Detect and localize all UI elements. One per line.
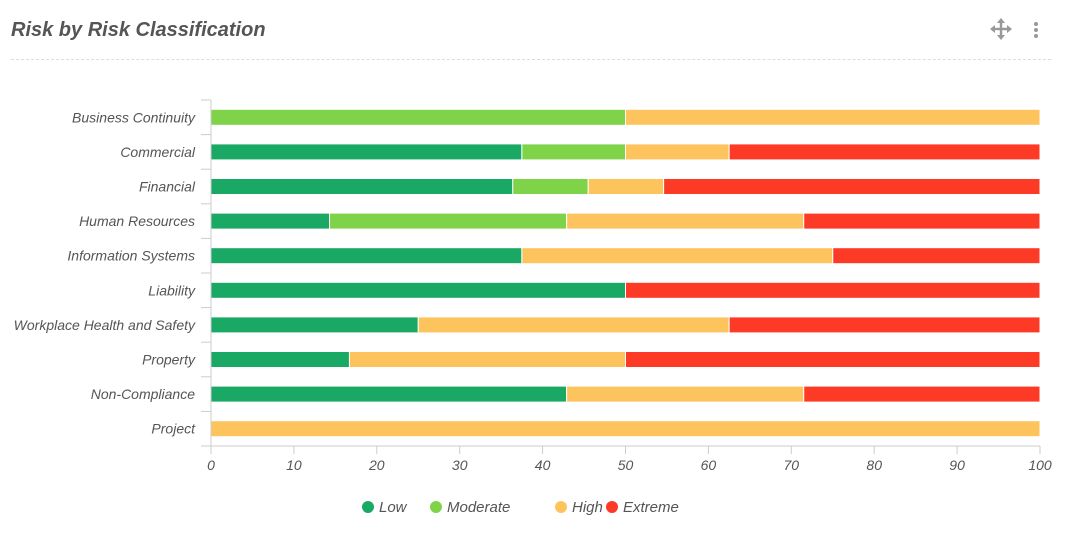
bar-segment-extreme[interactable] bbox=[625, 281, 1041, 299]
bar-segment-low[interactable] bbox=[210, 247, 523, 265]
x-tick-label: 50 bbox=[618, 457, 634, 473]
legend-item-extreme[interactable]: Extreme bbox=[623, 499, 679, 516]
bar-segment-moderate[interactable] bbox=[512, 178, 589, 195]
bar-segment-extreme[interactable] bbox=[625, 351, 1041, 368]
bar-segment-high[interactable] bbox=[521, 247, 834, 265]
bar-segment-low[interactable] bbox=[210, 316, 419, 334]
more-vertical-icon[interactable] bbox=[1026, 20, 1046, 40]
bar-segment-moderate[interactable] bbox=[329, 212, 568, 230]
x-tick-label: 60 bbox=[701, 457, 717, 473]
legend-item-high[interactable]: High bbox=[572, 499, 603, 516]
category-label: Workplace Health and Safety bbox=[14, 317, 196, 333]
bar-segment-high[interactable] bbox=[566, 385, 805, 403]
move-arrows-icon[interactable] bbox=[990, 18, 1012, 40]
x-tick-label: 70 bbox=[784, 457, 800, 473]
category-label: Human Resources bbox=[79, 213, 195, 229]
x-tick-label: 10 bbox=[286, 457, 302, 473]
category-label: Business Continuity bbox=[72, 109, 196, 125]
x-tick-label: 30 bbox=[452, 457, 468, 473]
bar-segment-high[interactable] bbox=[348, 351, 626, 368]
bar-segment-low[interactable] bbox=[210, 351, 350, 368]
legend-marker-low bbox=[362, 501, 374, 513]
category-label: Liability bbox=[148, 282, 196, 298]
x-tick-label: 100 bbox=[1028, 457, 1052, 473]
x-tick-label: 20 bbox=[368, 457, 385, 473]
legend-marker-moderate bbox=[430, 501, 442, 513]
x-tick-label: 80 bbox=[866, 457, 882, 473]
bar-segment-low[interactable] bbox=[210, 281, 626, 299]
bar-segment-high[interactable] bbox=[417, 316, 730, 334]
x-tick-label: 40 bbox=[535, 457, 551, 473]
bar-segment-moderate[interactable] bbox=[521, 143, 626, 161]
category-label: Project bbox=[151, 421, 196, 437]
bar-segment-extreme[interactable] bbox=[803, 212, 1041, 230]
bar-segment-low[interactable] bbox=[210, 212, 331, 230]
bar-segment-low[interactable] bbox=[210, 385, 568, 403]
category-label: Non-Compliance bbox=[91, 386, 195, 402]
legend-marker-high bbox=[555, 501, 567, 513]
bar-segment-extreme[interactable] bbox=[832, 247, 1041, 265]
header-divider bbox=[11, 59, 1051, 60]
bar-segment-moderate[interactable] bbox=[210, 108, 626, 126]
bar-segment-extreme[interactable] bbox=[728, 143, 1041, 161]
category-label: Financial bbox=[139, 179, 196, 195]
bar-segment-low[interactable] bbox=[210, 143, 523, 161]
chart-title: Risk by Risk Classification bbox=[11, 19, 266, 41]
x-tick-label: 0 bbox=[207, 457, 215, 473]
category-label: Property bbox=[142, 352, 196, 368]
bar-segment-high[interactable] bbox=[587, 178, 665, 195]
bar-segment-high[interactable] bbox=[625, 108, 1041, 126]
bar-segment-high[interactable] bbox=[210, 420, 1041, 438]
category-label: Information Systems bbox=[67, 248, 195, 264]
bar-segment-extreme[interactable] bbox=[803, 385, 1041, 403]
bar-segment-high[interactable] bbox=[566, 212, 805, 230]
category-label: Commercial bbox=[120, 144, 196, 160]
bar-segment-extreme[interactable] bbox=[663, 178, 1041, 195]
bar-segment-extreme[interactable] bbox=[728, 316, 1041, 334]
legend-marker-extreme bbox=[606, 501, 618, 513]
legend-item-low[interactable]: Low bbox=[379, 499, 408, 516]
bar-segment-high[interactable] bbox=[625, 143, 730, 161]
bar-segment-low[interactable] bbox=[210, 178, 514, 195]
legend-item-moderate[interactable]: Moderate bbox=[447, 499, 510, 516]
x-tick-label: 90 bbox=[949, 457, 965, 473]
